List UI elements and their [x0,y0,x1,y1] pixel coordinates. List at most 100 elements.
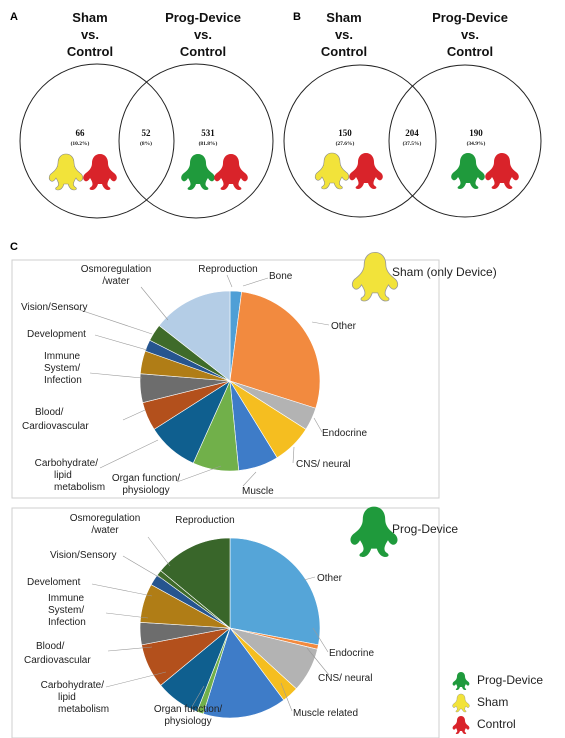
legend-control-icon [452,716,470,734]
venn-a-right-count: 531 [201,128,215,138]
pie-1-label-blood-1: Blood/ [35,407,64,418]
panel-label-c: C [10,241,18,253]
venn-b-right-pct: (34.9%) [467,140,486,147]
pie-2-labels: Reproduction Other Endocrine CNS/ neural… [24,513,374,727]
pie-2-label-other: Other [317,573,343,584]
venn-a-right-title-1: Prog-Device [165,10,241,25]
pie-1-label-muscle: Muscle [242,486,274,497]
pie-1-label-carb-3: metabolism [54,482,105,493]
venn-b-overlap-count: 204 [405,128,419,138]
pie-1-label-bone: Bone [269,271,293,282]
pie-2-slice-0 [229,537,321,646]
pie-1-label-reproduction: Reproduction [198,264,257,275]
pie-2-label-organ-1: Organ function/ [154,704,223,715]
pie-1-label-immune-2: System/ [44,363,80,374]
legend: Prog-Device Sham Control [452,672,543,734]
control-frog-icon [83,154,117,190]
pie-2-label-osmo-1: Osmoregulation [70,513,141,524]
venn-b-left-title-1: Sham [326,10,361,25]
panel-label-a: A [10,11,18,23]
pie-1-labels: Reproduction Bone Other Endocrine CNS/ n… [21,264,367,497]
venn-b-right-circle [388,64,542,218]
pie-1-label-organ-2: physiology [122,485,169,496]
venn-a: A Sham vs. Control Prog-Device vs. Contr… [10,10,274,219]
venn-a-right-title-3: Control [180,44,226,59]
pie-2-label-organ-2: physiology [164,716,211,727]
pie-1-slice-12 [158,290,231,382]
venn-a-left-title-2: vs. [81,27,99,42]
prog-device-frog-icon [181,154,215,190]
pie-1-label-other: Other [331,321,357,332]
pie-1-label-carb-2: lipid [54,470,72,481]
pie-2-label-development: Develoment [27,577,81,588]
pie-2-label-immune-3: Infection [48,617,86,628]
pie-2-label-cns: CNS/ neural [318,673,372,684]
legend-sham-icon [452,693,470,713]
sham-frog-icon [314,152,350,190]
venn-a-left-title-1: Sham [72,10,107,25]
pie-2-label-carb-2: lipid [58,692,76,703]
pie-2-leader-lines [91,536,330,712]
panel-label-b: B [293,11,301,23]
pie-2-label-immune-1: Immune [48,593,85,604]
venn-b-right-title-3: Control [447,44,493,59]
venn-b-right-title-1: Prog-Device [432,10,508,25]
pie-2-title: Prog-Device [392,522,458,536]
pie-1-label-organ-1: Organ function/ [112,473,181,484]
venn-a-overlap-count: 52 [142,128,152,138]
pie-1-label-osmo-2: /water [102,276,130,287]
venn-a-left-count: 66 [76,128,86,138]
venn-b-left-title-2: vs. [335,27,353,42]
pie-1-label-vision: Vision/Sensory [21,302,88,313]
venn-b-left-pct: (27.6%) [336,140,355,147]
venn-b-left-title-3: Control [321,44,367,59]
pie-1-leader-lines [67,274,330,487]
pie-2-label-carb-1: Carbohydrate/ [41,680,105,691]
venn-b-overlap-pct: (37.5%) [403,140,422,147]
pie-2-label-endocrine: Endocrine [329,648,374,659]
venn-a-left-circle [19,63,175,219]
venn-a-left-title-3: Control [67,44,113,59]
legend-prog-device-icon [452,672,470,690]
venn-b-left-circle [283,64,437,218]
venn-b-left-count: 150 [338,128,352,138]
venn-a-left-pct: (10.2%) [71,140,90,147]
pie-1-label-immune-1: Immune [44,351,81,362]
pie-2-label-muscle: Muscle related [293,708,358,719]
venn-b-right-title-2: vs. [461,27,479,42]
pie-1-label-development: Development [27,329,86,340]
venn-b-right-count: 190 [469,128,483,138]
pie-2-label-osmo-2: /water [91,525,119,536]
pie-2-label-immune-2: System/ [48,605,84,616]
sham-frog-icon [48,153,84,191]
control-frog-icon [214,154,248,190]
venn-a-right-title-2: vs. [194,27,212,42]
pie-1-label-cns: CNS/ neural [296,459,350,470]
control-frog-icon [349,153,383,189]
venn-a-overlap-pct: (8%) [140,140,152,147]
control-frog-icon [485,153,519,189]
prog-device-frog-icon [451,153,485,189]
pie-1-label-carb-1: Carbohydrate/ [35,458,99,469]
pie-2-label-carb-3: metabolism [58,704,109,715]
pie-2-label-reproduction: Reproduction [175,515,234,526]
pie-1 [139,290,321,472]
pie-2-label-vision: Vision/Sensory [50,550,117,561]
pie-1-label-osmo-1: Osmoregulation [81,264,152,275]
pie-1-slice-1 [229,291,321,409]
venn-a-right-pct: (81.8%) [199,140,218,147]
pie-2-label-blood-1: Blood/ [36,641,65,652]
pie-2-slice-12 [160,537,231,629]
pie-1-label-immune-3: Infection [44,375,82,386]
venn-b: B Sham vs. Control Prog-Device vs. Contr… [283,10,542,218]
pie-1-label-endocrine: Endocrine [322,428,367,439]
pie-1-label-blood-2: Cardiovascular [22,421,89,432]
pie-2 [139,537,321,719]
legend-label-control: Control [477,717,516,731]
pie-2-slice-4 [202,627,285,719]
legend-label-prog-device: Prog-Device [477,673,543,687]
legend-label-sham: Sham [477,695,508,709]
venn-a-right-circle [118,63,274,219]
pie-2-label-blood-2: Cardiovascular [24,655,91,666]
